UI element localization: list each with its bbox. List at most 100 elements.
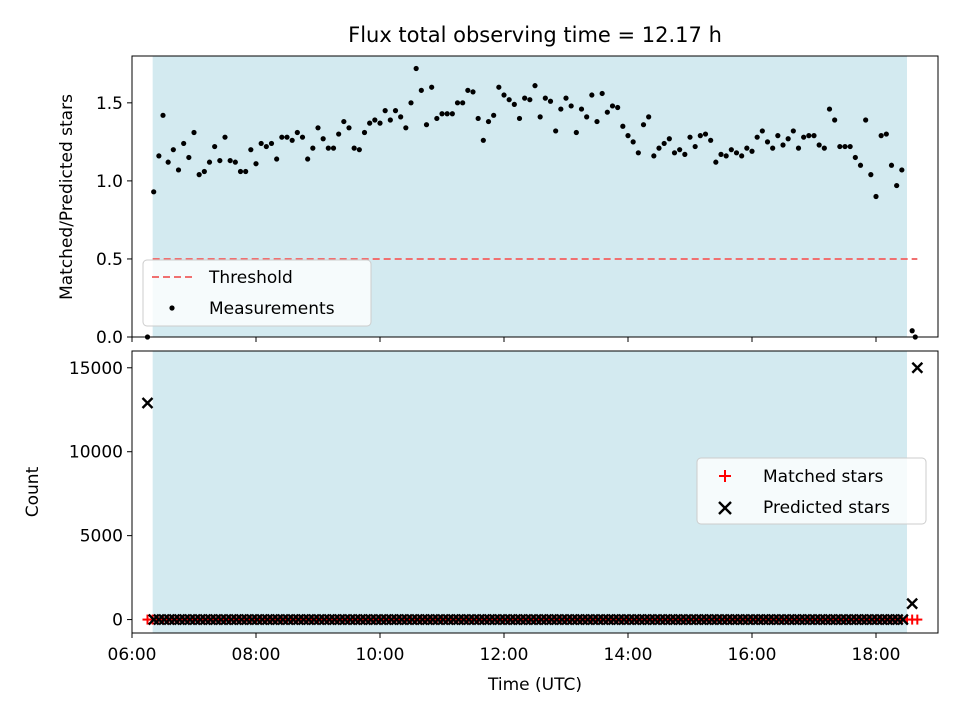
measurement-point [191, 129, 197, 136]
measurement-point [888, 162, 895, 168]
measurement-point [863, 117, 869, 123]
measurement-point [759, 128, 765, 134]
measurement-point [263, 143, 269, 150]
x-tick-label: 06:00 [108, 645, 157, 665]
measurement-point [227, 157, 233, 164]
measurement-point [351, 145, 357, 151]
top-y-axis-label: Matched/Predicted stars [57, 94, 77, 300]
measurement-point [465, 87, 471, 93]
measurement-point [299, 134, 306, 140]
measurement-point [677, 147, 683, 153]
measurement-point [274, 156, 280, 162]
measurement-point [604, 109, 610, 115]
measurement-point [692, 143, 698, 150]
measurement-point [733, 150, 740, 156]
measurement-point [460, 100, 466, 106]
measurement-point [429, 84, 435, 90]
x-tick-label: 16:00 [728, 645, 777, 665]
measurement-point [413, 65, 419, 72]
measurement-point [754, 134, 760, 140]
x-tick-label: 08:00 [232, 645, 281, 665]
measurement-point [156, 153, 162, 159]
measurement-point [444, 111, 450, 117]
predicted-star-marker [906, 597, 919, 610]
y-tick-label: 1.0 [96, 172, 123, 192]
measurement-point [599, 90, 605, 97]
x-tick-label: 12:00 [480, 645, 529, 665]
measurement-point [770, 145, 776, 151]
measurement-point [449, 111, 455, 117]
measurement-point [713, 159, 719, 165]
measurement-point [723, 153, 729, 159]
measurement-point [212, 143, 218, 150]
predicted-star-marker [897, 613, 909, 626]
measurement-point [635, 150, 641, 156]
measurement-point [196, 172, 202, 178]
matched-stars-legend-swatch [719, 470, 731, 482]
threshold-legend-label: Threshold [208, 268, 293, 288]
measurement-point [785, 136, 791, 142]
measurement-point [165, 159, 171, 165]
measurement-point [392, 108, 399, 114]
measurement-point [284, 134, 290, 140]
measurement-point [279, 134, 285, 140]
measurement-point [837, 143, 843, 150]
measurement-point [718, 151, 724, 157]
measurement-point [589, 92, 595, 98]
measurement-point [439, 111, 445, 117]
predicted-stars-legend-label: Predicted stars [763, 498, 890, 518]
measurement-point [909, 328, 915, 334]
measurement-point [558, 106, 564, 112]
measurement-point [651, 153, 657, 159]
y-tick-label: 5000 [80, 527, 123, 547]
matched-stars-legend-label: Matched stars [763, 467, 883, 487]
measurement-point [708, 137, 714, 143]
measurement-point [315, 125, 321, 131]
measurement-point [217, 157, 223, 164]
y-tick-label: 15000 [69, 359, 123, 379]
measurement-point [687, 134, 693, 140]
measurement-point [341, 118, 347, 125]
y-tick-label: 0.5 [96, 250, 123, 270]
measurement-point [175, 167, 182, 173]
measurement-point [243, 168, 249, 175]
measurement-point [387, 117, 393, 123]
measurement-point [310, 145, 316, 151]
measurement-point [609, 103, 616, 109]
measurement-point [811, 133, 817, 139]
measurement-point [764, 139, 771, 145]
measurement-point [666, 136, 672, 142]
measurement-point [749, 148, 755, 154]
measurement-point [832, 117, 838, 123]
measurement-point [630, 139, 636, 145]
y-tick-label: 1.5 [96, 94, 123, 114]
top-legend: Threshold Measurements [142, 259, 372, 327]
bottom-legend: Matched stars Predicted stars [696, 457, 927, 525]
chart-title: Flux total observing time = 12.17 h [348, 23, 722, 47]
measurement-point [325, 145, 331, 151]
predicted-star-marker [911, 361, 924, 374]
measurement-point [537, 114, 543, 120]
measurement-point [377, 120, 383, 126]
measurement-point [790, 128, 796, 134]
bottom-panel: 0 5000 10000 15000 06:00 08:00 10:00 12:00 14:0… [23, 350, 939, 695]
measurement-point [186, 154, 192, 161]
bottom-axes-frame [131, 350, 939, 634]
measurement-point [795, 145, 802, 151]
measurement-point [201, 168, 207, 175]
measurement-point [739, 153, 745, 159]
measurement-point [305, 156, 311, 162]
x-tick-label: 14:00 [604, 645, 653, 665]
measurement-point [268, 140, 275, 147]
measurement-point [594, 118, 600, 125]
measurement-point [656, 145, 662, 151]
measurement-point [170, 147, 176, 153]
measurement-point [237, 168, 244, 175]
bottom-legend-box [696, 457, 927, 525]
measurement-point [206, 159, 213, 165]
x-tick-label: 10:00 [356, 645, 405, 665]
measurement-point [568, 103, 574, 109]
predicted-stars-markers [141, 361, 924, 626]
measurement-point [356, 147, 362, 153]
measurement-point [821, 145, 827, 151]
